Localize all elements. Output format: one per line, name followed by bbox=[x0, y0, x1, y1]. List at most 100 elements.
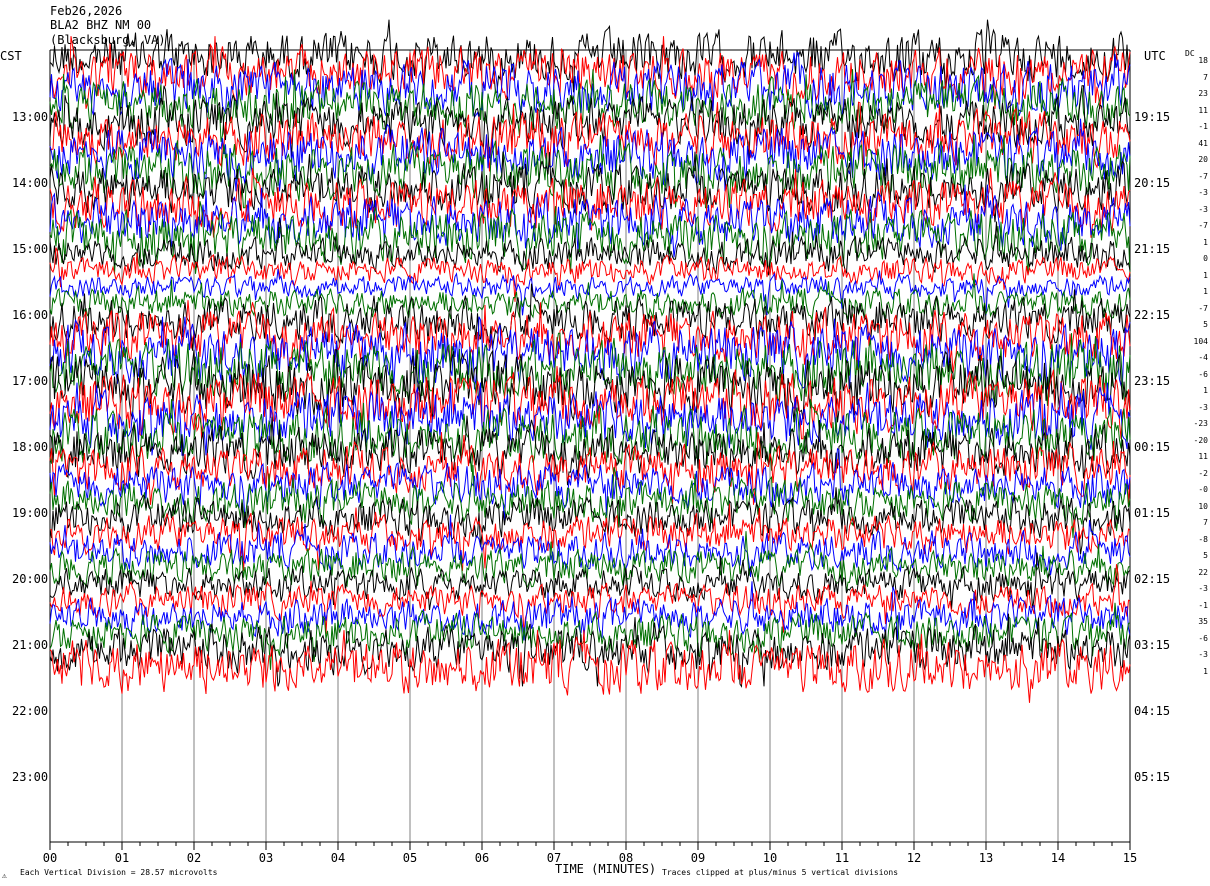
x-axis-title: TIME (MINUTES) bbox=[555, 862, 657, 876]
seismic-trace bbox=[49, 487, 1131, 555]
seismic-trace bbox=[49, 217, 1131, 276]
dc-offset-value: -23 bbox=[1193, 419, 1208, 428]
left-hour-label: 15:00 bbox=[12, 242, 49, 256]
scale-note: Each Vertical Division = 28.57 microvolt… bbox=[20, 868, 218, 877]
seismic-trace bbox=[49, 504, 1131, 571]
dc-offset-value: 0 bbox=[1203, 254, 1208, 263]
dc-offset-value: -6 bbox=[1198, 633, 1208, 643]
x-tick-label: 14 bbox=[1051, 851, 1065, 865]
clip-note: Traces clipped at plus/minus 5 vertical … bbox=[662, 868, 899, 877]
dc-offset-value: 1 bbox=[1203, 386, 1208, 395]
x-tick-label: 00 bbox=[43, 851, 57, 865]
dc-offset-value: 1 bbox=[1203, 270, 1208, 280]
seismic-trace bbox=[49, 184, 1131, 258]
seismic-trace bbox=[49, 283, 1131, 351]
dc-offset-value: -2 bbox=[1198, 468, 1208, 478]
seismic-trace bbox=[49, 630, 1131, 703]
dc-offset-value: -7 bbox=[1198, 221, 1208, 230]
seismic-trace bbox=[49, 349, 1131, 423]
x-tick-label: 07 bbox=[547, 851, 561, 865]
seismic-trace bbox=[49, 332, 1131, 406]
x-tick-label: 02 bbox=[187, 851, 201, 865]
seismic-trace bbox=[49, 531, 1131, 592]
right-timezone: UTC bbox=[1144, 49, 1166, 63]
left-hour-label: 19:00 bbox=[12, 506, 49, 520]
seismic-traces bbox=[49, 19, 1131, 703]
seismic-trace bbox=[49, 514, 1131, 577]
seismic-trace bbox=[49, 118, 1131, 192]
dc-offset-value: -6 bbox=[1198, 369, 1208, 379]
dc-offset-value: 104 bbox=[1193, 336, 1208, 346]
seismic-trace bbox=[49, 465, 1131, 538]
dc-offset-value: -20 bbox=[1193, 435, 1208, 445]
x-tick-labels: 00 01 02 03 04 05 06 07 08 09 10 11 12 13 14 15 bbox=[43, 851, 1137, 865]
right-hour-label: 05:15 bbox=[1134, 770, 1171, 784]
right-hour-label: 22:15 bbox=[1134, 308, 1171, 322]
plot-date: Feb26,2026 bbox=[50, 4, 123, 18]
x-tick-label: 09 bbox=[691, 851, 705, 865]
left-hour-label: 22:00 bbox=[12, 704, 49, 718]
left-hour-label: 18:00 bbox=[12, 440, 49, 454]
dc-offset-value: -1 bbox=[1198, 600, 1208, 610]
x-tick-label: 05 bbox=[403, 851, 417, 865]
dc-offset-value: -3 bbox=[1198, 188, 1208, 197]
dc-offset-value: -3 bbox=[1198, 204, 1208, 214]
dc-offset-value: -7 bbox=[1198, 171, 1208, 181]
right-hour-label: 03:15 bbox=[1134, 638, 1171, 652]
x-tick-label: 10 bbox=[763, 851, 777, 865]
seismic-trace bbox=[49, 269, 1131, 316]
left-hour-label: 20:00 bbox=[12, 572, 49, 586]
warning-icon: ⚠ bbox=[2, 871, 7, 880]
dc-offset-value: -0 bbox=[1198, 485, 1208, 494]
right-hour-label: 01:15 bbox=[1134, 506, 1171, 520]
dc-offset-value: -4 bbox=[1198, 353, 1208, 362]
x-tick-label: 08 bbox=[619, 851, 633, 865]
x-tick-label: 04 bbox=[331, 851, 345, 865]
left-hour-label: 14:00 bbox=[12, 176, 49, 190]
dc-offset-value: 5 bbox=[1203, 551, 1208, 560]
x-tick-label: 11 bbox=[835, 851, 849, 865]
right-hour-label: 21:15 bbox=[1134, 242, 1171, 256]
seismic-trace bbox=[49, 101, 1131, 172]
seismic-trace bbox=[49, 602, 1131, 670]
x-tick-label: 15 bbox=[1123, 851, 1137, 865]
right-hour-label: 02:15 bbox=[1134, 572, 1171, 586]
seismic-trace bbox=[49, 247, 1131, 302]
dc-offset-value: 1 bbox=[1203, 287, 1208, 296]
dc-offset-value: 5 bbox=[1203, 320, 1208, 329]
dc-offset-value: 22 bbox=[1198, 567, 1208, 577]
seismic-trace bbox=[49, 316, 1131, 390]
x-tick-label: 01 bbox=[115, 851, 129, 865]
x-tick-label: 13 bbox=[979, 851, 993, 865]
right-hour-label: 23:15 bbox=[1134, 374, 1171, 388]
station-id: BLA2 BHZ NM 00 bbox=[50, 18, 152, 32]
right-hour-label: 04:15 bbox=[1134, 704, 1171, 718]
dc-offset-value: 18 bbox=[1198, 56, 1208, 65]
x-tick-label: 03 bbox=[259, 851, 273, 865]
left-timezone: CST bbox=[0, 49, 22, 63]
x-tick-label: 12 bbox=[907, 851, 921, 865]
dc-offset-value: 7 bbox=[1203, 518, 1208, 527]
dc-offset-value: 10 bbox=[1198, 501, 1208, 511]
dc-offset-value: 11 bbox=[1198, 105, 1208, 115]
dc-offset-value: -3 bbox=[1198, 584, 1208, 593]
seismic-trace bbox=[49, 151, 1131, 223]
left-hour-label: 21:00 bbox=[12, 638, 49, 652]
dc-offset-value: 23 bbox=[1198, 89, 1208, 98]
dc-offset-value: -1 bbox=[1198, 122, 1208, 131]
dc-offset-value: 20 bbox=[1198, 155, 1208, 164]
dc-label: DC bbox=[1185, 49, 1195, 58]
time-axis bbox=[49, 841, 1131, 850]
dc-offset-value: -7 bbox=[1198, 303, 1208, 313]
dc-offset-value: 35 bbox=[1198, 617, 1208, 626]
dc-offset-value: 7 bbox=[1203, 72, 1208, 82]
seismic-trace bbox=[49, 19, 1131, 93]
left-hour-label: 23:00 bbox=[12, 770, 49, 784]
right-hour-label: 20:15 bbox=[1134, 176, 1171, 190]
left-hour-label: 13:00 bbox=[12, 110, 49, 124]
seismic-trace bbox=[49, 581, 1131, 641]
left-hour-label: 17:00 bbox=[12, 374, 49, 388]
left-hour-label: 16:00 bbox=[12, 308, 49, 322]
seismic-trace bbox=[49, 201, 1131, 274]
